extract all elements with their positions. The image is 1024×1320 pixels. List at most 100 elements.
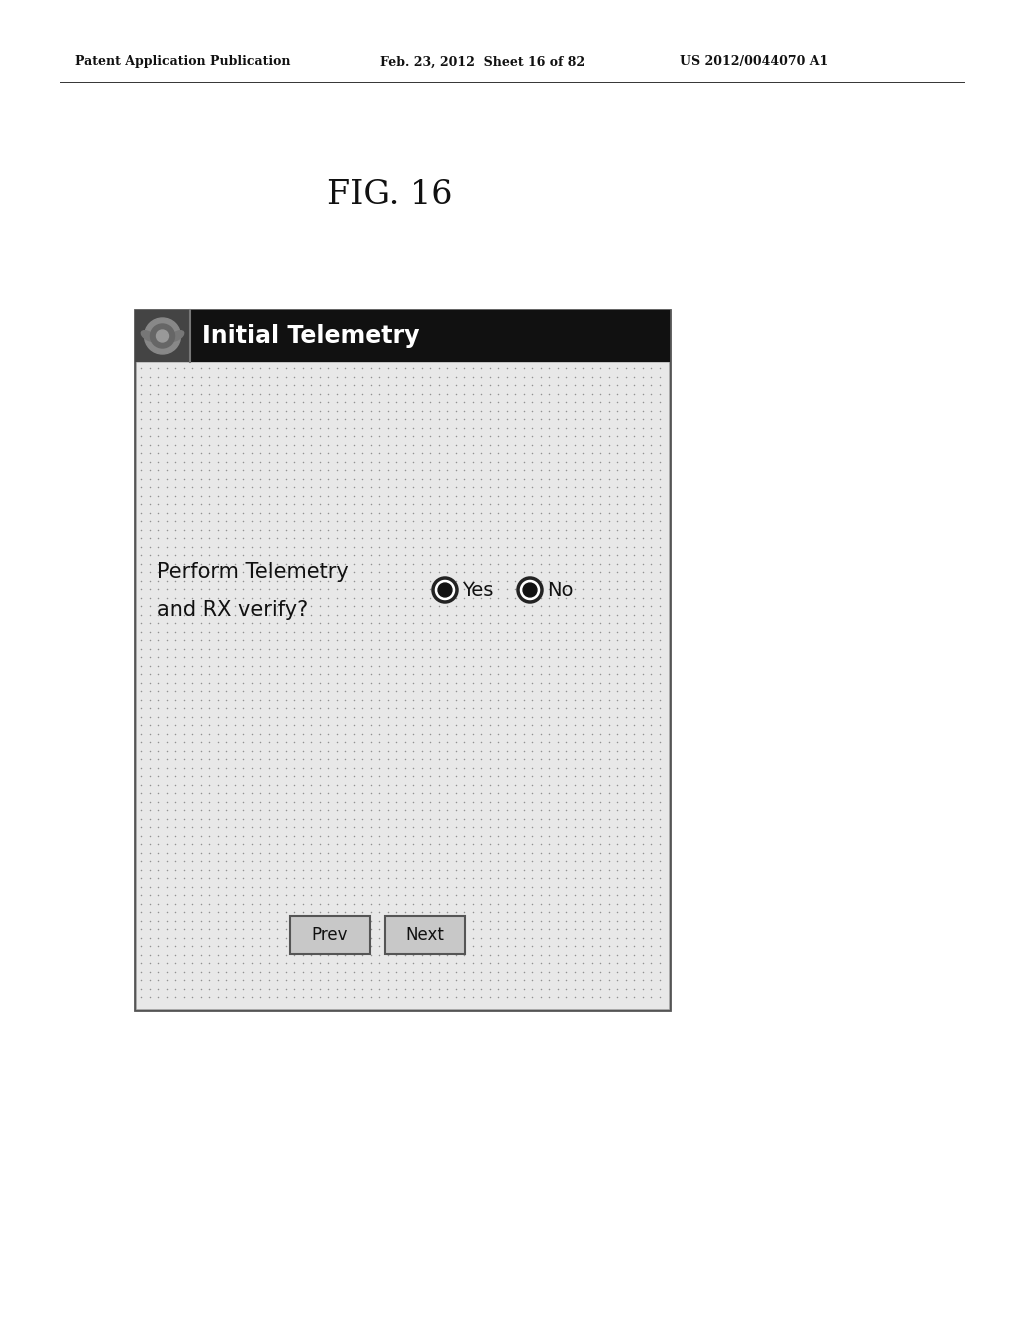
Point bbox=[362, 620, 379, 642]
Point bbox=[566, 876, 583, 898]
Point bbox=[201, 978, 217, 999]
Point bbox=[541, 595, 557, 616]
Point bbox=[584, 375, 600, 396]
Point bbox=[184, 723, 201, 744]
Point bbox=[269, 867, 286, 888]
Point bbox=[549, 986, 565, 1007]
Point bbox=[337, 417, 353, 438]
Point bbox=[489, 689, 506, 710]
Point bbox=[234, 578, 251, 599]
Point bbox=[175, 358, 191, 379]
Point bbox=[574, 477, 591, 498]
Point bbox=[319, 817, 336, 838]
Point bbox=[209, 544, 225, 565]
Point bbox=[252, 630, 268, 651]
Point bbox=[337, 647, 353, 668]
Point bbox=[396, 825, 413, 846]
Point bbox=[643, 561, 659, 582]
Point bbox=[481, 783, 498, 804]
Point bbox=[159, 434, 175, 455]
Point bbox=[244, 944, 260, 965]
Point bbox=[278, 502, 294, 523]
Point bbox=[566, 697, 583, 718]
Point bbox=[209, 902, 225, 923]
Point bbox=[294, 876, 310, 898]
Point bbox=[617, 434, 634, 455]
Point bbox=[566, 774, 583, 795]
Point bbox=[269, 748, 286, 770]
Point bbox=[643, 731, 659, 752]
Point bbox=[371, 919, 387, 940]
Point bbox=[141, 442, 158, 463]
Point bbox=[286, 986, 302, 1007]
Point bbox=[609, 477, 626, 498]
Point bbox=[329, 417, 345, 438]
Point bbox=[329, 919, 345, 940]
Point bbox=[651, 587, 668, 609]
Point bbox=[396, 358, 413, 379]
Point bbox=[541, 570, 557, 591]
Point bbox=[396, 664, 413, 685]
Point bbox=[447, 400, 464, 421]
Point bbox=[252, 944, 268, 965]
Point bbox=[311, 800, 328, 821]
Point bbox=[396, 451, 413, 473]
Point bbox=[574, 536, 591, 557]
Point bbox=[209, 944, 225, 965]
Point bbox=[141, 892, 158, 913]
Point bbox=[422, 620, 438, 642]
Point bbox=[311, 766, 328, 787]
Point bbox=[592, 944, 608, 965]
Point bbox=[226, 664, 243, 685]
Point bbox=[234, 672, 251, 693]
Point bbox=[329, 528, 345, 549]
Point bbox=[252, 842, 268, 863]
Point bbox=[371, 867, 387, 888]
Point bbox=[133, 375, 150, 396]
Point bbox=[133, 477, 150, 498]
Point bbox=[175, 697, 191, 718]
Point bbox=[489, 774, 506, 795]
Point bbox=[634, 731, 650, 752]
Point bbox=[303, 731, 319, 752]
Point bbox=[226, 876, 243, 898]
Point bbox=[329, 587, 345, 609]
Point bbox=[303, 434, 319, 455]
Point bbox=[234, 561, 251, 582]
Point bbox=[286, 528, 302, 549]
Point bbox=[524, 570, 541, 591]
Point bbox=[167, 587, 183, 609]
Point bbox=[388, 536, 404, 557]
Point bbox=[337, 494, 353, 515]
Point bbox=[371, 400, 387, 421]
Point bbox=[184, 519, 201, 540]
Point bbox=[592, 680, 608, 701]
Point bbox=[379, 408, 395, 429]
Point bbox=[396, 680, 413, 701]
Point bbox=[584, 748, 600, 770]
Point bbox=[643, 383, 659, 404]
Point bbox=[507, 672, 523, 693]
Point bbox=[388, 884, 404, 906]
Point bbox=[404, 978, 421, 999]
Point bbox=[269, 756, 286, 777]
Point bbox=[269, 944, 286, 965]
Point bbox=[388, 817, 404, 838]
Point bbox=[541, 417, 557, 438]
Point bbox=[549, 741, 565, 762]
Point bbox=[184, 358, 201, 379]
Point bbox=[574, 434, 591, 455]
Point bbox=[133, 919, 150, 940]
Point bbox=[337, 680, 353, 701]
Point bbox=[303, 791, 319, 812]
Point bbox=[193, 561, 209, 582]
Point bbox=[532, 459, 549, 480]
Point bbox=[532, 927, 549, 948]
Point bbox=[184, 459, 201, 480]
Point bbox=[643, 477, 659, 498]
Point bbox=[226, 867, 243, 888]
Point bbox=[141, 706, 158, 727]
Point bbox=[507, 697, 523, 718]
Point bbox=[337, 672, 353, 693]
Point bbox=[218, 783, 234, 804]
